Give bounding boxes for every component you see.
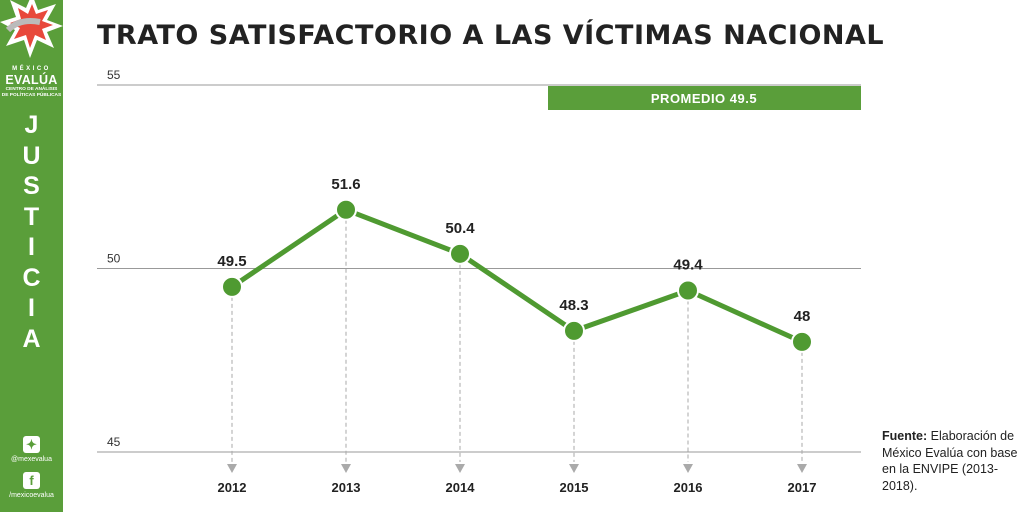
data-label: 49.5	[217, 253, 246, 270]
data-point	[677, 279, 699, 302]
y-tick-label: 50	[107, 252, 121, 266]
down-arrow-icon	[227, 464, 237, 473]
chart-title: TRATO SATISFACTORIO A LAS VÍCTIMAS NACIO…	[97, 20, 885, 51]
x-tick-label: 2014	[446, 480, 476, 495]
source-text: Elaboración de México Evalúa con base en…	[882, 429, 1018, 493]
section-letter: J	[24, 111, 39, 139]
source-note: Fuente: Elaboración de México Evalúa con…	[882, 428, 1022, 494]
average-label: PROMEDIO 49.5	[651, 91, 757, 106]
down-arrow-icon	[683, 464, 693, 473]
section-letter: C	[22, 263, 41, 292]
x-tick-label: 2013	[332, 480, 361, 495]
logo-star-icon	[0, 0, 63, 58]
data-point	[563, 319, 585, 342]
data-point	[221, 275, 243, 298]
data-label: 49.4	[673, 257, 703, 274]
facebook-handle[interactable]: /mexicoevalua	[9, 492, 54, 499]
brand-subtitle: CENTRO DE ANÁLISIS DE POLÍTICAS PÚBLICAS	[0, 87, 63, 98]
average-banner	[548, 86, 861, 110]
facebook-link[interactable]: f /mexicoevalua	[0, 472, 63, 499]
section-name-vertical: J U S T I C I A	[0, 110, 63, 354]
twitter-link[interactable]: ✦ @mexevalua	[0, 436, 63, 463]
down-arrow-icon	[797, 464, 807, 473]
y-tick-label: 45	[107, 435, 121, 449]
source-label: Fuente:	[882, 429, 928, 443]
down-arrow-icon	[569, 464, 579, 473]
x-tick-label: 2016	[674, 480, 703, 495]
x-tick-label: 2015	[560, 480, 589, 495]
facebook-icon[interactable]: f	[23, 472, 40, 489]
sidebar: MÉXICO EVALÚA CENTRO DE ANÁLISIS DE POLÍ…	[0, 0, 63, 512]
data-label: 48.3	[559, 297, 588, 314]
brand-top-text: MÉXICO	[12, 66, 51, 72]
section-letter: S	[23, 172, 40, 200]
brand-name: EVALÚA	[5, 73, 58, 87]
down-arrow-icon	[341, 464, 351, 473]
brand-subtitle-line-1: CENTRO DE ANÁLISIS	[5, 87, 58, 92]
brand-subtitle-line-2: DE POLÍTICAS PÚBLICAS	[1, 92, 62, 98]
down-arrow-icon	[455, 464, 465, 473]
data-label: 51.6	[331, 176, 360, 193]
section-letter: U	[22, 141, 41, 170]
data-point	[791, 330, 813, 353]
section-letter: I	[28, 294, 35, 322]
section-letter: A	[22, 324, 41, 353]
data-point	[449, 242, 471, 265]
section-letter: T	[23, 202, 40, 231]
twitter-icon[interactable]: ✦	[23, 436, 40, 453]
section-letter: I	[28, 233, 35, 261]
series-line	[230, 207, 804, 345]
y-tick-label: 55	[107, 68, 121, 82]
data-label: 48	[794, 308, 811, 325]
data-point	[335, 198, 357, 221]
data-label: 50.4	[445, 220, 475, 237]
x-tick-label: 2017	[788, 480, 817, 495]
twitter-handle[interactable]: @mexevalua	[11, 456, 52, 463]
x-tick-label: 2012	[218, 480, 247, 495]
